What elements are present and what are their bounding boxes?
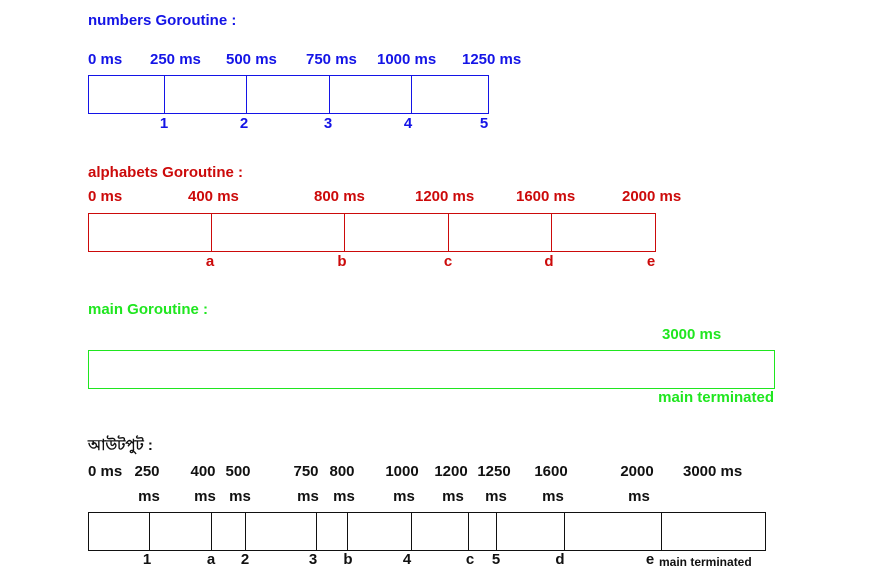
output-time-label: 250	[134, 463, 160, 480]
alphabets-time-label: 0 ms	[88, 188, 123, 205]
timeline-divider	[344, 214, 345, 251]
numbers-output-label: 1	[159, 115, 169, 132]
numbers-time-label: 1250 ms	[462, 51, 522, 68]
output-time-unit: ms	[333, 488, 355, 505]
main-terminated-label: main terminated	[658, 389, 774, 406]
timeline-divider	[347, 513, 348, 550]
alphabets-time-label: 1200 ms	[415, 188, 475, 205]
output-time-label: 2000	[620, 463, 654, 480]
output-end-time: 3000 ms	[683, 463, 743, 480]
timeline-divider	[468, 513, 469, 550]
output-time-unit: ms	[393, 488, 415, 505]
main-time-label: 3000 ms	[662, 326, 722, 343]
output-time-unit: ms	[442, 488, 464, 505]
numbers-time-label: 1000 ms	[377, 51, 437, 68]
output-value-label: c	[465, 551, 475, 568]
timeline-divider	[211, 214, 212, 251]
output-value-label: 1	[142, 551, 152, 568]
alphabets-time-label: 2000 ms	[622, 188, 682, 205]
output-time-label: 800	[329, 463, 355, 480]
main-timeline	[88, 350, 775, 389]
alphabets-output-label: b	[337, 253, 347, 270]
output-time-label: 750	[293, 463, 319, 480]
timeline-divider	[211, 513, 212, 550]
output-value-label: a	[206, 551, 216, 568]
output-value-label: 3	[308, 551, 318, 568]
output-title: আউটপুট :	[88, 437, 153, 454]
output-time-unit: ms	[297, 488, 319, 505]
output-time-label: 1250	[477, 463, 511, 480]
timeline-divider	[411, 76, 412, 113]
output-time-unit: ms	[194, 488, 216, 505]
numbers-output-label: 3	[323, 115, 333, 132]
alphabets-output-label: a	[205, 253, 215, 270]
output-time-unit: ms	[229, 488, 251, 505]
numbers-time-label: 250 ms	[150, 51, 201, 68]
numbers-timeline	[88, 75, 489, 114]
numbers-time-label: 750 ms	[306, 51, 357, 68]
output-timeline	[88, 512, 766, 551]
output-time-unit: ms	[542, 488, 564, 505]
output-value-label: 5	[491, 551, 501, 568]
output-time-label: 500	[225, 463, 251, 480]
timeline-divider	[448, 214, 449, 251]
numbers-goroutine-title: numbers Goroutine :	[88, 12, 237, 29]
timeline-divider	[245, 513, 246, 550]
output-time-unit: ms	[485, 488, 507, 505]
output-value-label: b	[343, 551, 353, 568]
alphabets-output-label: d	[544, 253, 554, 270]
output-value-label: 4	[402, 551, 412, 568]
output-time-label: 1600	[534, 463, 568, 480]
alphabets-timeline	[88, 213, 656, 252]
alphabets-output-label: e	[646, 253, 656, 270]
alphabets-time-label: 1600 ms	[516, 188, 576, 205]
timeline-divider	[316, 513, 317, 550]
output-start-time: 0 ms	[88, 463, 123, 480]
alphabets-goroutine-title: alphabets Goroutine :	[88, 164, 244, 181]
main-goroutine-title: main Goroutine :	[88, 301, 208, 318]
timeline-divider	[149, 513, 150, 550]
numbers-time-label: 500 ms	[226, 51, 277, 68]
output-value-label: e	[645, 551, 655, 568]
output-value-label: 2	[240, 551, 250, 568]
timeline-divider	[164, 76, 165, 113]
numbers-output-label: 2	[239, 115, 249, 132]
timeline-divider	[496, 513, 497, 550]
alphabets-time-label: 800 ms	[314, 188, 365, 205]
timeline-divider	[246, 76, 247, 113]
numbers-time-label: 0 ms	[88, 51, 123, 68]
timeline-divider	[551, 214, 552, 251]
output-time-unit: ms	[628, 488, 650, 505]
output-value-label: d	[555, 551, 565, 568]
output-terminated-label: main terminated	[659, 555, 752, 569]
timeline-divider	[661, 513, 662, 550]
output-time-unit: ms	[138, 488, 160, 505]
timeline-divider	[411, 513, 412, 550]
timeline-divider	[329, 76, 330, 113]
output-time-label: 400	[190, 463, 216, 480]
numbers-output-label: 4	[403, 115, 413, 132]
alphabets-output-label: c	[443, 253, 453, 270]
timeline-divider	[564, 513, 565, 550]
numbers-output-label: 5	[479, 115, 489, 132]
output-time-label: 1200	[434, 463, 468, 480]
output-time-label: 1000	[385, 463, 419, 480]
alphabets-time-label: 400 ms	[188, 188, 239, 205]
